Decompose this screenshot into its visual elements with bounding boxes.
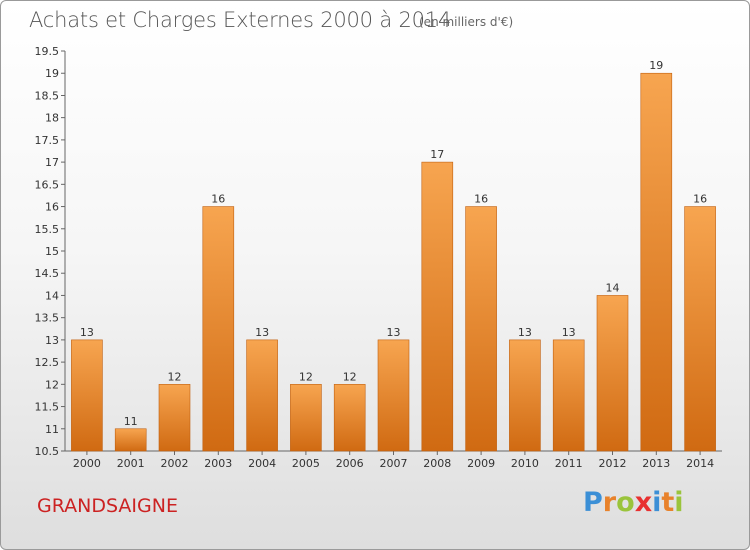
bar[interactable] — [71, 339, 103, 452]
bar[interactable] — [202, 206, 235, 452]
y-tick-label: 10.5 — [35, 445, 60, 458]
bar[interactable] — [333, 384, 366, 452]
y-tick-label: 14.5 — [35, 267, 60, 280]
bar[interactable] — [640, 72, 673, 452]
y-tick-label: 11 — [45, 423, 59, 436]
bar-value-label: 17 — [430, 148, 444, 161]
logo-letter: x — [634, 487, 653, 518]
y-tick-label: 18.5 — [35, 89, 60, 102]
x-tick-label: 2008 — [423, 457, 451, 470]
bar-value-label: 13 — [518, 326, 532, 339]
x-tick-label: 2002 — [161, 457, 189, 470]
y-tick-label: 12.5 — [35, 356, 60, 369]
y-tick-label: 13 — [45, 334, 59, 347]
x-tick-label: 2004 — [248, 457, 276, 470]
x-tick-label: 2003 — [204, 457, 232, 470]
bar[interactable] — [290, 384, 322, 452]
bars: 13 11 12 16 13 12 12 13 17 16 13 13 14 19 16 — [71, 59, 716, 452]
y-tick-label: 19.5 — [35, 45, 60, 58]
bar[interactable] — [158, 384, 191, 452]
bar-value-label: 14 — [606, 281, 620, 294]
bar-value-label: 13 — [562, 326, 576, 339]
bar-value-label: 11 — [124, 415, 138, 428]
bar-value-label: 16 — [474, 193, 488, 206]
bar[interactable] — [377, 339, 410, 452]
x-tick-label: 2007 — [380, 457, 408, 470]
y-tick-label: 19 — [45, 67, 59, 80]
x-tick-label: 2000 — [73, 457, 101, 470]
bar[interactable] — [465, 206, 497, 452]
y-tick-label: 11.5 — [35, 401, 60, 414]
y-tick-label: 13.5 — [35, 312, 60, 325]
logo-letter: r — [602, 487, 617, 518]
x-tick-label: 2010 — [511, 457, 539, 470]
bar-value-label: 13 — [387, 326, 401, 339]
x-tick-label: 2012 — [599, 457, 627, 470]
x-tick-label: 2009 — [467, 457, 495, 470]
bar[interactable] — [509, 339, 541, 452]
x-tick-label: 2005 — [292, 457, 320, 470]
bar-value-label: 13 — [255, 326, 269, 339]
x-tick-label: 2001 — [117, 457, 145, 470]
bar-value-label: 12 — [299, 370, 313, 383]
proxiti-logo[interactable]: Proxiti — [583, 487, 684, 518]
y-tick-label: 18 — [45, 112, 59, 125]
x-tick-label: 2013 — [642, 457, 670, 470]
bar-value-label: 16 — [211, 193, 225, 206]
bar-value-label: 12 — [343, 370, 357, 383]
chart-title: Achats et Charges Externes 2000 à 2014 — [29, 8, 452, 32]
y-tick-label: 17 — [45, 156, 59, 169]
bar[interactable] — [246, 339, 278, 452]
bar-value-label: 13 — [80, 326, 94, 339]
x-tick-label: 2011 — [555, 457, 583, 470]
place-name: GRANDSAIGNE — [37, 495, 178, 517]
bar[interactable] — [421, 161, 454, 452]
bar[interactable] — [596, 295, 629, 452]
y-tick-label: 17.5 — [35, 134, 60, 147]
y-tick-label: 15 — [45, 245, 59, 258]
chart-subtitle: (en milliers d'€) — [419, 15, 514, 29]
bar[interactable] — [552, 339, 585, 452]
y-tick-label: 12 — [45, 378, 59, 391]
logo-letter: o — [616, 487, 635, 518]
logo-letter: i — [652, 487, 662, 518]
bar[interactable] — [114, 428, 147, 452]
logo-letter: t — [661, 487, 675, 518]
bar-value-label: 12 — [168, 370, 182, 383]
bar[interactable] — [684, 206, 716, 452]
bar-value-label: 19 — [649, 59, 663, 72]
y-tick-label: 15.5 — [35, 223, 60, 236]
x-tick-label: 2014 — [686, 457, 714, 470]
bar-value-label: 16 — [693, 193, 707, 206]
x-tick-label: 2006 — [336, 457, 364, 470]
y-tick-label: 16 — [45, 201, 59, 214]
logo-letter: P — [583, 487, 603, 518]
y-tick-label: 14 — [45, 289, 59, 302]
logo-letter: i — [674, 487, 684, 518]
y-tick-label: 16.5 — [35, 178, 60, 191]
axes: 10.5 11 11.5 12 12.5 13 13.5 14 14.5 15 15.5 16 16.5… — [35, 45, 722, 470]
